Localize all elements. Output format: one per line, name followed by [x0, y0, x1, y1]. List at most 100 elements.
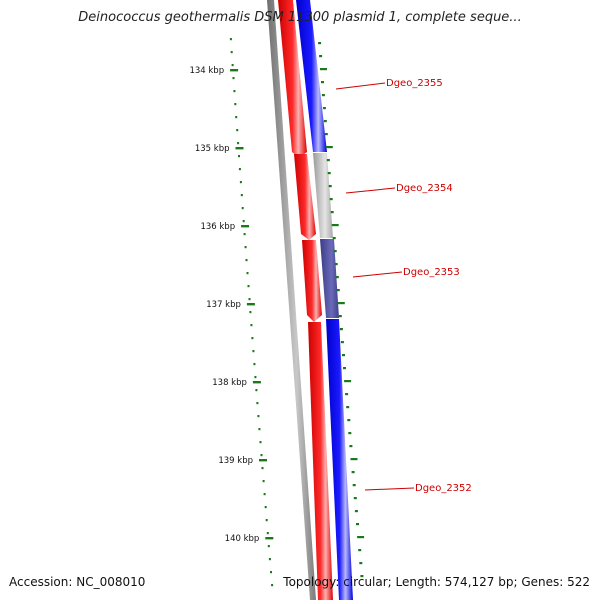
outer-tick [344, 380, 352, 383]
ruler-minor-tick [249, 311, 252, 314]
ruler-minor-tick [239, 181, 242, 184]
backbone-track [267, 0, 316, 600]
outer-tick [321, 81, 324, 84]
ruler-minor-tick [252, 350, 255, 353]
forward-gene-3[interactable] [302, 240, 322, 322]
gene-label-dgeo-2353[interactable]: Dgeo_2353 [352, 267, 460, 278]
forward-gene-4[interactable] [308, 322, 333, 600]
ruler-minor-tick [271, 584, 274, 587]
outer-tick [359, 562, 363, 565]
ruler-minor-tick [245, 259, 248, 262]
ruler-tick-label: 140 kbp [225, 534, 260, 544]
gene-label-leader-line [345, 187, 396, 194]
outer-tick [339, 328, 343, 331]
outer-tick [343, 367, 346, 370]
ruler-minor-tick [264, 506, 267, 509]
forward-gene-2[interactable] [294, 154, 316, 240]
ruler-major-tick [235, 147, 244, 150]
outer-tick [326, 159, 330, 162]
ruler-minor-tick [256, 402, 259, 405]
outer-tick [345, 393, 349, 396]
ruler-tick-label: 136 kbp [200, 222, 235, 232]
outer-tick [330, 211, 334, 214]
outer-tick [332, 237, 336, 240]
ruler-tick-label: 138 kbp [212, 378, 247, 388]
outer-tick [331, 224, 339, 227]
ruler-minor-tick [267, 545, 270, 548]
outer-tick [340, 341, 344, 344]
outer-tick [353, 497, 357, 500]
ruler-minor-tick [266, 532, 269, 535]
outer-tick [325, 146, 333, 149]
ruler-minor-tick [259, 441, 262, 444]
gene-label-text: Dgeo_2355 [386, 78, 443, 89]
ruler-major-tick [241, 225, 250, 228]
outer-tick [328, 185, 332, 188]
ruler-minor-tick [250, 324, 253, 327]
gene-label-text: Dgeo_2352 [415, 483, 472, 494]
ruler-minor-tick [238, 155, 240, 158]
outer-tick [347, 419, 351, 422]
outer-tick [336, 289, 340, 292]
outer-tick [346, 406, 350, 409]
ruler-minor-tick [238, 168, 241, 171]
ruler-tick-label: 139 kbp [218, 456, 253, 466]
forward-gene-1[interactable] [278, 0, 307, 158]
ruler-minor-tick [236, 129, 239, 132]
accession-label: Accession: NC_008010 [9, 575, 146, 589]
ruler-major-tick [230, 69, 239, 72]
ruler-minor-tick [229, 38, 232, 41]
outer-tick-marks [318, 42, 365, 578]
gene-label-dgeo-2355[interactable]: Dgeo_2355 [335, 78, 443, 90]
ruler-major-tick [259, 459, 267, 462]
ruler-major-tick [265, 537, 274, 540]
ruler-minor-tick [257, 415, 260, 418]
ruler-minor-tick [232, 77, 235, 80]
outer-tick [349, 445, 353, 448]
ruler-minor-tick [243, 233, 246, 236]
outer-tick [333, 250, 337, 253]
ruler-minor-tick [231, 64, 234, 67]
gene-label-text: Dgeo_2354 [396, 183, 453, 194]
ruler-minor-tick [247, 285, 250, 288]
outer-tick [342, 354, 345, 357]
outer-tick [357, 536, 365, 539]
outer-tick [352, 484, 356, 487]
outer-tick [348, 432, 352, 435]
outer-tick [319, 55, 323, 58]
ruler-minor-tick [244, 246, 247, 249]
outer-tick [337, 302, 345, 305]
ruler-minor-tick [255, 389, 258, 392]
ruler-tick-label: 134 kbp [189, 66, 224, 76]
map-title: Deinococcus geothermalis DSM 11300 plasm… [78, 10, 522, 25]
outer-tick [321, 94, 325, 97]
ruler-minor-tick [253, 363, 256, 366]
outer-tick [327, 172, 331, 175]
outer-tick [358, 549, 362, 552]
outer-tick [322, 107, 326, 110]
gene-label-leader-line [352, 271, 403, 278]
ruler-minor-tick [270, 571, 272, 574]
gene-label-dgeo-2352[interactable]: Dgeo_2352 [364, 483, 472, 494]
ruler-minor-tick [265, 519, 268, 522]
outer-tick [318, 42, 322, 45]
ruler-minor-tick [234, 103, 237, 106]
reverse-gene-dgeo-2353[interactable] [320, 239, 339, 318]
outer-tick [354, 510, 358, 513]
ruler-minor-tick [262, 480, 265, 483]
ruler-minor-tick [248, 298, 251, 301]
outer-tick [356, 523, 359, 526]
gene-label-dgeo-2354[interactable]: Dgeo_2354 [345, 183, 453, 194]
ruler-minor-tick [240, 194, 243, 197]
gene-label-leader-line [364, 487, 415, 491]
ruler-major-ticks: 134 kbp 135 kbp 136 kbp 137 kbp 138 kbp 139 k… [189, 66, 274, 544]
reverse-gene-dgeo-2355[interactable] [296, 0, 327, 152]
reverse-gene-dgeo-2354[interactable] [313, 153, 333, 238]
outer-tick [334, 263, 338, 266]
ruler-tick-label: 135 kbp [195, 144, 230, 154]
ruler-minor-tick [258, 428, 261, 431]
ruler-minor-tick [242, 220, 245, 223]
reverse-gene-dgeo-2352[interactable] [326, 319, 353, 600]
ruler-minor-tick [260, 454, 263, 457]
